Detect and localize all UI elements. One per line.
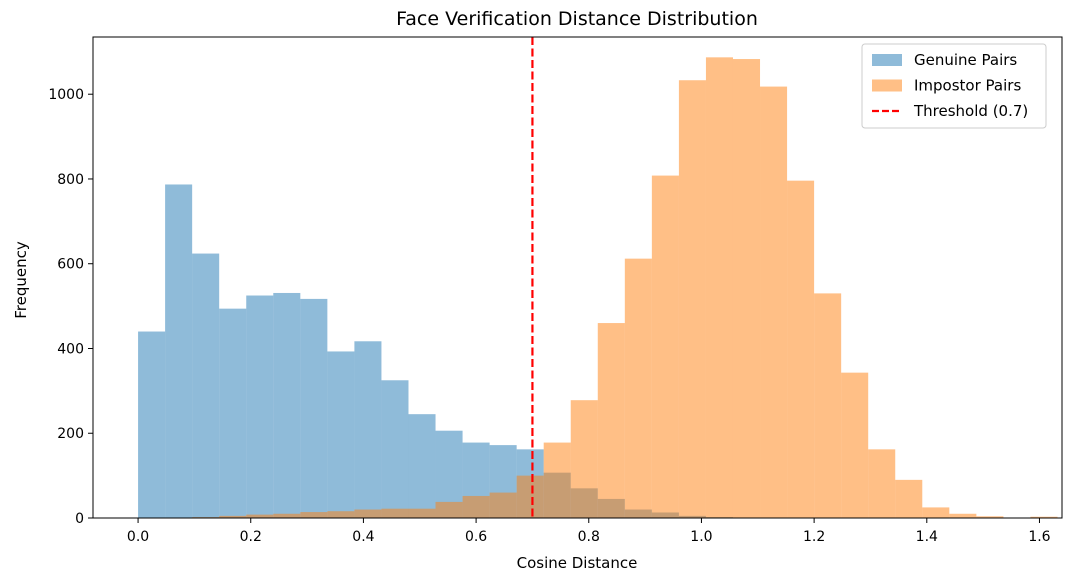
impostor-pairs-bar [408, 508, 436, 518]
impostor-pairs-bar [597, 323, 625, 518]
x-axis-label: Cosine Distance [517, 554, 638, 572]
x-tick-label: 0.6 [465, 529, 487, 545]
genuine-pairs-bar [192, 253, 220, 518]
y-tick-label: 600 [57, 257, 84, 273]
legend-swatch [872, 79, 902, 92]
y-tick-label: 800 [57, 172, 84, 188]
legend-label: Impostor Pairs [914, 77, 1021, 95]
impostor-pairs-bar [976, 516, 1004, 518]
genuine-pairs-bar [381, 380, 409, 518]
impostor-pairs-bar [949, 513, 977, 518]
axis-layer: 0.0 0.2 0.4 0.6 0.8 1.0 1.2 1.4 1.6 0 200 400 600 800… [48, 36, 1063, 545]
chart-title: Face Verification Distance Distribution [396, 8, 758, 30]
impostor-pairs-bar [814, 293, 842, 518]
impostor-pairs-bar [760, 86, 788, 518]
impostor-pairs-bar [516, 475, 544, 518]
y-tick-label: 0 [75, 511, 84, 527]
x-tick-label: 0.4 [352, 529, 374, 545]
impostor-pairs-bar [624, 258, 652, 518]
legend-swatch [872, 54, 902, 66]
impostor-pairs-bar [327, 511, 355, 518]
x-tick-label: 1.6 [1028, 529, 1050, 545]
impostor-pairs-bar [300, 512, 328, 518]
impostor-pairs-bar [435, 501, 463, 518]
impostor-pairs-bar [543, 442, 571, 518]
impostor-pairs-bar [462, 495, 490, 518]
impostor-pairs-bar [841, 372, 869, 518]
impostor-pairs-bar [922, 507, 950, 518]
genuine-pairs-bar [273, 292, 301, 518]
impostor-pairs-bar [246, 514, 274, 518]
impostor-pairs-bar [651, 175, 679, 518]
bars-layer [138, 57, 1058, 519]
genuine-pairs-bar [327, 351, 355, 518]
impostor-pairs-series [192, 57, 1058, 519]
impostor-pairs-bar [570, 400, 598, 518]
impostor-pairs-bar [273, 513, 301, 518]
impostor-pairs-bar [787, 180, 815, 518]
x-tick-label: 1.2 [803, 529, 825, 545]
genuine-pairs-bar [408, 414, 436, 518]
genuine-pairs-bar [300, 298, 328, 518]
x-tick-label: 1.4 [916, 529, 938, 545]
impostor-pairs-bar [489, 492, 517, 518]
impostor-pairs-bar [1030, 516, 1058, 518]
y-axis-label: Frequency [12, 241, 30, 319]
legend: Genuine Pairs Impostor Pairs Threshold (0.… [861, 43, 1047, 129]
impostor-pairs-bar [381, 508, 409, 518]
legend-label: Threshold (0.7) [913, 102, 1028, 120]
legend-box [861, 43, 1047, 129]
legend-label: Genuine Pairs [914, 51, 1017, 69]
x-tick-label: 1.0 [690, 529, 712, 545]
y-tick-label: 200 [57, 426, 84, 442]
impostor-pairs-bar [732, 59, 761, 518]
genuine-pairs-bar [138, 331, 166, 518]
genuine-pairs-bar [219, 308, 247, 518]
impostor-pairs-bar [678, 80, 706, 518]
genuine-pairs-bar [165, 184, 193, 519]
x-tick-label: 0.0 [127, 529, 149, 545]
y-tick-label: 1000 [48, 87, 84, 103]
x-tick-label: 0.2 [240, 529, 262, 545]
impostor-pairs-bar [705, 57, 733, 519]
impostor-pairs-bar [354, 509, 382, 518]
plot-frame [92, 36, 1063, 519]
impostor-pairs-bar [868, 449, 896, 518]
x-tick-label: 0.8 [578, 529, 600, 545]
genuine-pairs-bar [246, 295, 274, 518]
impostor-pairs-bar [219, 515, 247, 518]
y-tick-label: 400 [57, 341, 84, 357]
impostor-pairs-bar [895, 479, 923, 518]
genuine-pairs-bar [354, 341, 382, 518]
